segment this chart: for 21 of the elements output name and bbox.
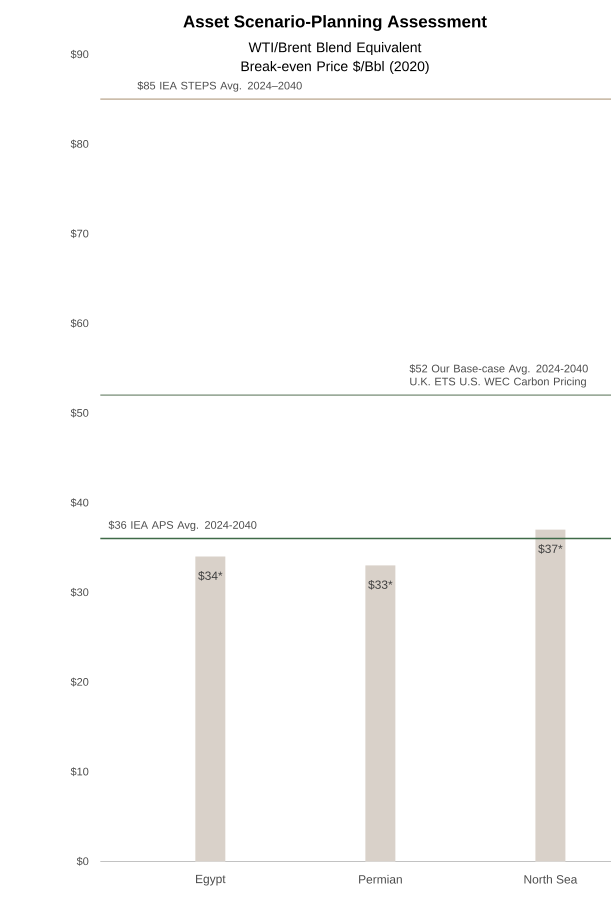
data-label: $37* <box>538 544 563 554</box>
data-label: $33* <box>368 580 392 590</box>
y-tick-label: $90 <box>70 50 88 59</box>
y-tick-label: $10 <box>70 767 88 776</box>
y-tick-label: $70 <box>70 229 88 238</box>
y-tick-label: $40 <box>70 498 88 508</box>
y-tick-label: $20 <box>70 678 88 686</box>
ref-line-label: $85 IEA STEPS Avg. 2024–2040 <box>137 81 302 92</box>
y-tick-label: $0 <box>76 856 88 866</box>
x-tick-label: Egypt <box>196 874 226 886</box>
chart-title: Asset Scenario-Planning Assessment <box>183 15 487 31</box>
y-tick-label: $30 <box>70 588 88 597</box>
y-tick-label: $60 <box>70 318 88 328</box>
x-tick-label: Permian <box>359 874 402 884</box>
ref-line-label: $36 IEA APS Avg. 2024-2040 <box>108 520 256 531</box>
y-tick-label: $50 <box>70 408 88 418</box>
data-label: $34* <box>198 570 222 581</box>
chart-subtitle: WTI/Brent Blend Equivalent Break-even Price $/Bbl (2020) <box>242 42 429 74</box>
y-tick-label: $80 <box>70 140 88 148</box>
x-tick-label: North Sea <box>524 874 578 884</box>
ref-line-label: $52 Our Base-case Avg. 2024-2040 U.K. ETS U.S. WEC Carbon Pricing <box>410 364 588 388</box>
